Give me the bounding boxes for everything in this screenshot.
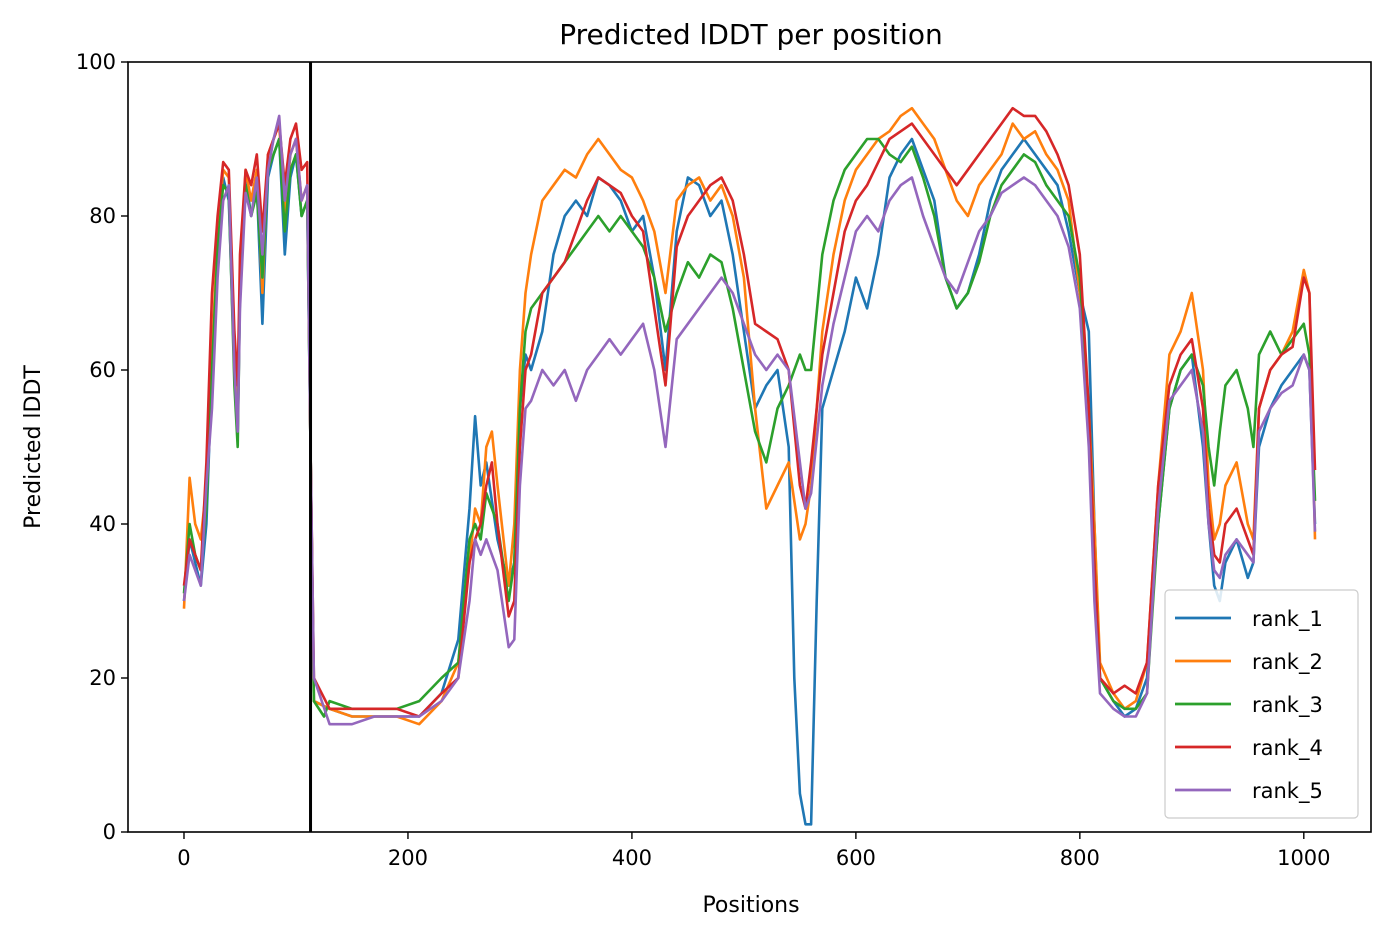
y-tick-label: 80: [89, 204, 116, 228]
legend-label-rank_3: rank_3: [1252, 693, 1323, 718]
chart-title: Predicted lDDT per position: [559, 18, 943, 51]
x-tick-label: 400: [612, 846, 652, 870]
y-axis-label: Predicted lDDT: [21, 365, 46, 529]
series-line-rank_4: [182, 106, 1317, 718]
axis-ticks: 0 200 400 600 800 1000 0 20 40 60 80 100: [76, 50, 1331, 870]
y-tick-label: 0: [103, 820, 116, 844]
plot-area: [182, 62, 1317, 832]
x-axis-label: Positions: [702, 893, 799, 918]
x-tick-label: 800: [1060, 846, 1100, 870]
legend-label-rank_2: rank_2: [1252, 650, 1323, 675]
axes-frame: [127, 61, 1372, 833]
x-tick-label: 1000: [1277, 846, 1330, 870]
legend-label-rank_1: rank_1: [1252, 607, 1323, 632]
y-tick-label: 60: [89, 358, 116, 382]
y-tick-label: 100: [76, 50, 116, 74]
x-tick-label: 0: [177, 846, 190, 870]
series-line-rank_3: [182, 137, 1317, 718]
legend-label-rank_5: rank_5: [1252, 779, 1323, 804]
series-line-rank_5: [182, 114, 1317, 726]
legend-label-rank_4: rank_4: [1252, 736, 1323, 761]
x-tick-label: 600: [836, 846, 876, 870]
y-tick-label: 40: [89, 512, 116, 536]
x-tick-label: 200: [388, 846, 428, 870]
legend-box: [1164, 589, 1359, 819]
y-tick-label: 20: [89, 666, 116, 690]
legend: rank_1 rank_2 rank_3 rank_4 rank_5: [1164, 589, 1359, 819]
